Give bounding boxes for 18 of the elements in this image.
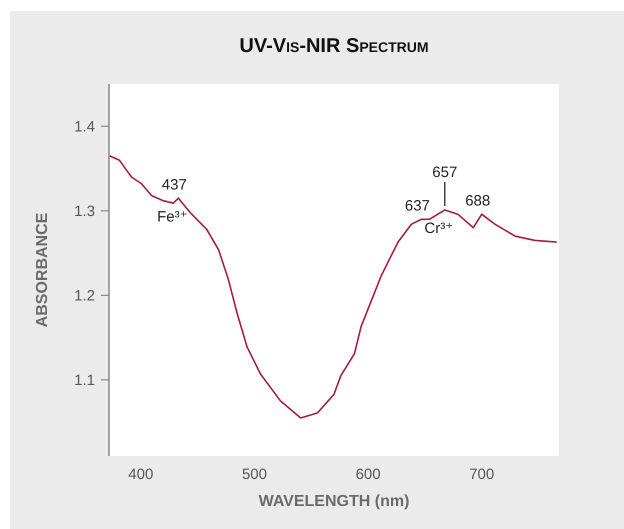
x-tick-label: 500: [242, 466, 267, 483]
annotation: Cr³⁺: [424, 220, 454, 238]
x-tick-label: 400: [128, 466, 154, 483]
annotation: Fe³⁺: [157, 208, 188, 226]
y-tick-label: 1.1: [74, 372, 95, 390]
y-axis-title: ABSORBANCE: [34, 212, 51, 328]
chart-title: UV-Vis-NIR Spectrum: [239, 35, 429, 57]
line-series: [108, 155, 558, 419]
y-tick-label: 1.3: [74, 203, 95, 220]
annotation: 637: [404, 198, 430, 215]
annotation: 437: [162, 176, 187, 194]
x-tick-label: 700: [469, 466, 494, 483]
x-axis-title: WAVELENGTH (nm): [258, 493, 410, 510]
y-tick-label: 1.2: [74, 288, 95, 305]
annotation: 657: [432, 164, 458, 182]
y-tick-label: 1.4: [74, 118, 95, 136]
x-tick-label: 600: [356, 466, 381, 483]
annotation: 688: [465, 192, 490, 210]
